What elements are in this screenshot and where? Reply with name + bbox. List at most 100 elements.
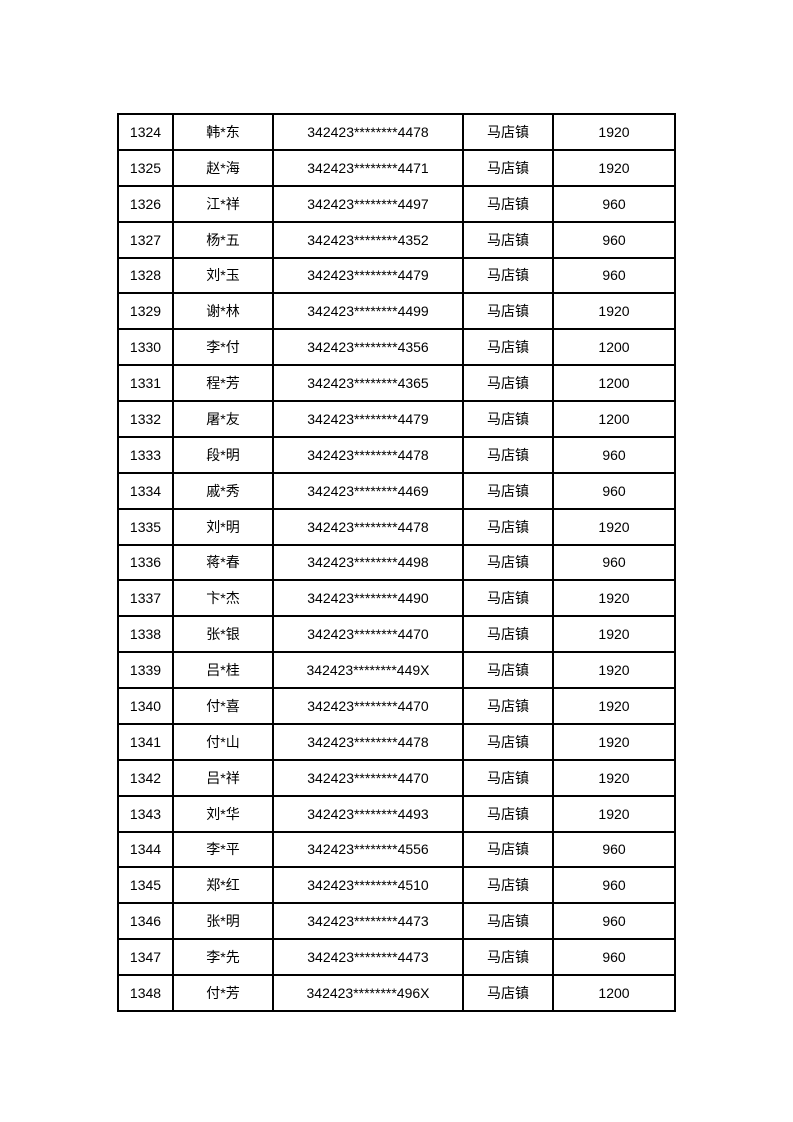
cell-row-number: 1338 (117, 615, 174, 654)
cell-amount: 1200 (552, 328, 676, 367)
cell-town: 马店镇 (462, 292, 554, 331)
cell-row-number: 1341 (117, 722, 174, 761)
cell-person-name: 谢*林 (172, 292, 274, 331)
cell-town: 马店镇 (462, 615, 554, 654)
cell-amount: 1920 (552, 615, 676, 654)
table-row: 1343 刘*华 342423********4493 马店镇 1920 (117, 794, 676, 833)
cell-amount: 1200 (552, 974, 676, 1012)
cell-person-name: 李*付 (172, 328, 274, 367)
cell-person-name: 付*喜 (172, 687, 274, 725)
cell-amount: 960 (552, 256, 676, 295)
table-row: 1333 段*明 342423********4478 马店镇 960 (117, 435, 676, 474)
cell-person-name: 段*明 (172, 435, 274, 474)
cell-town: 马店镇 (462, 507, 554, 546)
table-row: 1342 吕*祥 342423********4470 马店镇 1920 (117, 758, 676, 797)
cell-amount: 1920 (552, 758, 676, 797)
cell-person-name: 付*山 (172, 722, 274, 761)
cell-id-number: 342423********4510 (272, 866, 464, 905)
cell-town: 马店镇 (462, 400, 554, 438)
table-row: 1336 蒋*春 342423********4498 马店镇 960 (117, 543, 676, 582)
cell-id-number: 342423********4479 (272, 400, 464, 438)
table-row: 1344 李*平 342423********4556 马店镇 960 (117, 830, 676, 869)
cell-person-name: 杨*五 (172, 220, 274, 259)
cell-amount: 960 (552, 435, 676, 474)
cell-row-number: 1335 (117, 507, 174, 546)
cell-person-name: 蒋*春 (172, 543, 274, 582)
cell-row-number: 1331 (117, 364, 174, 402)
cell-person-name: 韩*东 (172, 113, 274, 151)
cell-amount: 960 (552, 471, 676, 510)
cell-id-number: 342423********4479 (272, 256, 464, 295)
cell-town: 马店镇 (462, 938, 554, 976)
table-row: 1328 刘*玉 342423********4479 马店镇 960 (117, 256, 676, 295)
cell-row-number: 1336 (117, 543, 174, 582)
cell-id-number: 342423********4470 (272, 758, 464, 797)
cell-town: 马店镇 (462, 184, 554, 223)
cell-id-number: 342423********4470 (272, 615, 464, 654)
cell-amount: 960 (552, 830, 676, 869)
cell-amount: 1920 (552, 292, 676, 331)
cell-person-name: 李*平 (172, 830, 274, 869)
cell-person-name: 吕*桂 (172, 651, 274, 689)
cell-row-number: 1343 (117, 794, 174, 833)
table-row: 1329 谢*林 342423********4499 马店镇 1920 (117, 292, 676, 331)
cell-amount: 1920 (552, 687, 676, 725)
cell-town: 马店镇 (462, 543, 554, 582)
cell-town: 马店镇 (462, 328, 554, 367)
cell-row-number: 1332 (117, 400, 174, 438)
table-row: 1334 戚*秀 342423********4469 马店镇 960 (117, 471, 676, 510)
cell-id-number: 342423********4470 (272, 687, 464, 725)
cell-row-number: 1328 (117, 256, 174, 295)
table-row: 1324 韩*东 342423********4478 马店镇 1920 (117, 113, 676, 151)
cell-id-number: 342423********4471 (272, 148, 464, 187)
table-row: 1325 赵*海 342423********4471 马店镇 1920 (117, 148, 676, 187)
cell-row-number: 1344 (117, 830, 174, 869)
cell-row-number: 1348 (117, 974, 174, 1012)
cell-amount: 1920 (552, 507, 676, 546)
cell-person-name: 张*明 (172, 902, 274, 941)
cell-row-number: 1325 (117, 148, 174, 187)
cell-person-name: 刘*华 (172, 794, 274, 833)
cell-row-number: 1334 (117, 471, 174, 510)
cell-id-number: 342423********449X (272, 651, 464, 689)
cell-id-number: 342423********4478 (272, 435, 464, 474)
cell-town: 马店镇 (462, 902, 554, 941)
cell-person-name: 刘*玉 (172, 256, 274, 295)
cell-town: 马店镇 (462, 256, 554, 295)
cell-amount: 960 (552, 543, 676, 582)
cell-row-number: 1327 (117, 220, 174, 259)
cell-id-number: 342423********496X (272, 974, 464, 1012)
cell-person-name: 戚*秀 (172, 471, 274, 510)
table-body: 1324 韩*东 342423********4478 马店镇 1920 132… (117, 113, 676, 1012)
cell-amount: 1200 (552, 364, 676, 402)
cell-row-number: 1337 (117, 579, 174, 618)
cell-amount: 1920 (552, 722, 676, 761)
cell-id-number: 342423********4493 (272, 794, 464, 833)
cell-town: 马店镇 (462, 435, 554, 474)
cell-id-number: 342423********4497 (272, 184, 464, 223)
table-row: 1341 付*山 342423********4478 马店镇 1920 (117, 722, 676, 761)
cell-town: 马店镇 (462, 794, 554, 833)
cell-amount: 1920 (552, 579, 676, 618)
cell-person-name: 吕*祥 (172, 758, 274, 797)
cell-amount: 1920 (552, 148, 676, 187)
cell-town: 马店镇 (462, 830, 554, 869)
cell-row-number: 1324 (117, 113, 174, 151)
cell-amount: 960 (552, 938, 676, 976)
cell-town: 马店镇 (462, 579, 554, 618)
cell-town: 马店镇 (462, 471, 554, 510)
cell-id-number: 342423********4473 (272, 902, 464, 941)
cell-row-number: 1333 (117, 435, 174, 474)
cell-town: 马店镇 (462, 687, 554, 725)
cell-person-name: 刘*明 (172, 507, 274, 546)
table-row: 1345 郑*红 342423********4510 马店镇 960 (117, 866, 676, 905)
cell-row-number: 1326 (117, 184, 174, 223)
cell-id-number: 342423********4473 (272, 938, 464, 976)
cell-row-number: 1345 (117, 866, 174, 905)
cell-amount: 960 (552, 902, 676, 941)
table-row: 1339 吕*桂 342423********449X 马店镇 1920 (117, 651, 676, 689)
cell-id-number: 342423********4556 (272, 830, 464, 869)
table-row: 1335 刘*明 342423********4478 马店镇 1920 (117, 507, 676, 546)
cell-town: 马店镇 (462, 364, 554, 402)
cell-id-number: 342423********4478 (272, 113, 464, 151)
